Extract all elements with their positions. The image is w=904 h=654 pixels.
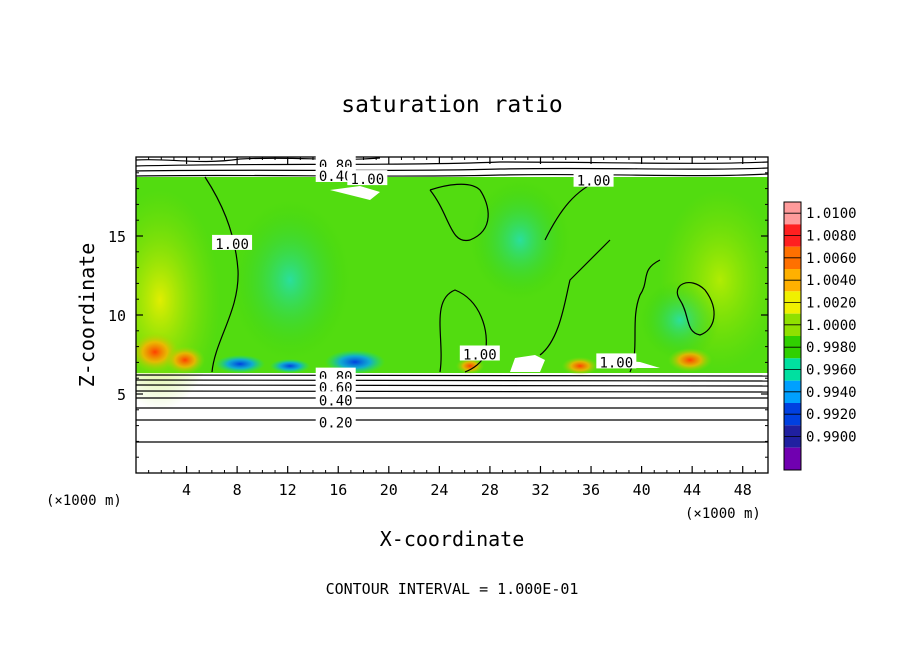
heatmap-field — [136, 157, 768, 443]
colorbar-frame — [783, 201, 802, 471]
chart-title: saturation ratio — [341, 92, 563, 118]
contour-label-bg — [315, 166, 356, 182]
contour-label: 0.40 — [319, 393, 353, 409]
x-tick-label: 4 — [182, 481, 191, 499]
colorbar-label: 0.9920 — [806, 407, 857, 423]
contour-label-bg — [596, 353, 637, 369]
colorbar-label: 1.0000 — [806, 318, 857, 334]
colorbar-label: 0.9960 — [806, 363, 857, 379]
colorbar-swatch — [784, 447, 801, 470]
x-tick-label: 20 — [380, 481, 398, 499]
contour-label: 0.40 — [319, 169, 353, 185]
x-unit-right: (×1000 m) — [685, 506, 761, 522]
contour-label: 1.00 — [215, 237, 249, 253]
colorbar-label: 0.9940 — [806, 385, 857, 401]
y-tick-label: 15 — [108, 228, 126, 246]
contour-label-bg — [212, 234, 253, 250]
colorbar-label: 1.0100 — [806, 206, 857, 222]
contour-label: 1.00 — [350, 172, 384, 188]
contour-label-bg — [315, 413, 356, 429]
x-tick-label: 40 — [633, 481, 651, 499]
x-tick-label: 24 — [430, 481, 448, 499]
x-axis-label: X-coordinate — [380, 527, 525, 551]
x-tick-label: 44 — [683, 481, 701, 499]
x-tick-label: 36 — [582, 481, 600, 499]
y-tick-label: 10 — [108, 307, 126, 325]
colorbar-label: 0.9980 — [806, 340, 857, 356]
contour-label-bg — [459, 345, 500, 361]
x-tick-label: 28 — [481, 481, 499, 499]
contour-labels: 0.800.600.400.200.800.401.00 1.001.001.00… — [212, 155, 637, 431]
contour-interval-note: CONTOUR INTERVAL = 1.000E-01 — [326, 580, 579, 598]
colorbar-label: 1.0040 — [806, 273, 857, 289]
colorbar: 1.0100 1.0080 1.0060 1.0040 1.0020 1.0000 0.99… — [783, 201, 857, 471]
contour-label-bg — [315, 378, 356, 394]
contour-label: 1.00 — [599, 355, 633, 371]
x-tick-label: 8 — [233, 481, 242, 499]
x-tick-label: 32 — [531, 481, 549, 499]
x-unit-left: (×1000 m) — [46, 493, 122, 509]
y-tick-label: 5 — [117, 386, 126, 404]
x-tick-label: 48 — [734, 481, 752, 499]
colorbar-label: 1.0060 — [806, 251, 857, 267]
colorbar-label: 1.0020 — [806, 296, 857, 312]
contour-label: 0.20 — [319, 415, 353, 431]
y-axis-label: Z-coordinate — [75, 243, 99, 388]
colorbar-label: 1.0080 — [806, 229, 857, 245]
x-tick-label: 16 — [329, 481, 347, 499]
x-tick-label: 12 — [279, 481, 297, 499]
contour-label-bg — [573, 171, 614, 187]
contour-label-bg — [347, 170, 388, 186]
contour-label: 1.00 — [463, 348, 497, 364]
colorbar-label: 0.9900 — [806, 430, 857, 446]
contour-label: 1.00 — [577, 174, 611, 190]
contour-label-bg — [315, 391, 356, 407]
